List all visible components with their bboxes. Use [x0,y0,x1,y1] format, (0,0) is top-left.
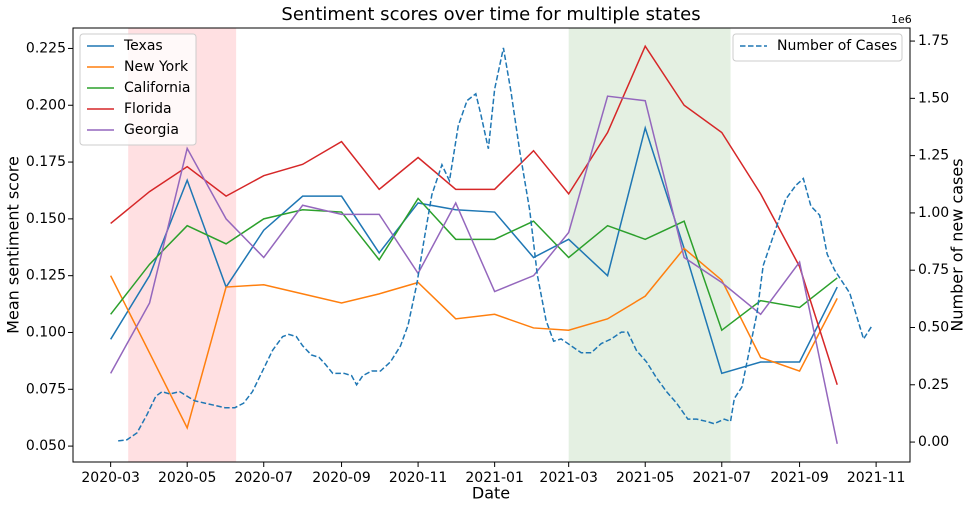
y2-tick-label: 0.25 [918,377,949,393]
series-line [109,95,838,444]
y-tick-label: 0.225 [26,40,66,56]
legend-label: Texas [123,38,163,54]
x-axis-label: Date [472,484,510,503]
y2-tick-label: 0.75 [918,262,949,278]
x-tick-label: 2020-03 [81,470,140,486]
x-tick-label: 2021-01 [465,470,524,486]
x-tick-label: 2021-11 [847,470,906,486]
y2-tick-label: 0.50 [918,319,949,335]
series-line [118,47,873,442]
legend-box [732,33,903,62]
y-axis-label: Mean sentiment score [4,156,23,334]
legend-label: Number of Cases [777,38,897,54]
y2-tick-label: 1.00 [918,205,949,221]
series-line [110,197,838,332]
x-tick-label: 2021-07 [693,470,752,486]
y-tick-label: 0.075 [26,381,66,397]
y-tick-label: 0.150 [26,211,66,227]
y-tick-label: 0.100 [26,324,66,340]
y2-tick-label: 0.00 [918,434,949,450]
y2-offset-label: 1e6 [891,13,912,26]
plot-frame [72,27,911,463]
x-tick-label: 2020-09 [312,470,371,486]
x-tick-label: 2020-11 [389,470,448,486]
x-tick-label: 2021-05 [616,470,675,486]
legend-label: New York [124,59,189,75]
y2-tick-label: 1.75 [918,33,949,49]
legend-label: Georgia [124,122,179,138]
legend-box [79,33,197,146]
x-tick-label: 2020-05 [158,470,217,486]
y-tick-label: 0.050 [26,438,66,454]
y-tick-label: 0.200 [26,97,66,113]
y2-axis-label: Number of new cases [948,158,967,331]
series-line [110,125,838,375]
x-tick-label: 2021-03 [539,470,598,486]
y-tick-label: 0.175 [26,154,66,170]
shaded-region [568,28,731,462]
series-line [109,247,838,430]
x-tick-label: 2020-07 [234,470,293,486]
x-tick-label: 2021-09 [770,470,829,486]
y2-tick-label: 1.25 [918,148,949,164]
legend-label: Florida [124,101,172,117]
y-tick-label: 0.125 [26,268,66,284]
series-line [110,44,838,385]
y2-tick-label: 1.50 [918,90,949,106]
legend-label: California [124,80,190,96]
chart-title: Sentiment scores over time for multiple … [281,4,700,25]
